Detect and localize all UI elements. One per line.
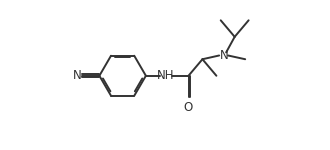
Text: N: N [219,49,228,62]
Text: N: N [73,69,82,82]
Text: O: O [184,101,193,114]
Text: NH: NH [156,69,174,82]
